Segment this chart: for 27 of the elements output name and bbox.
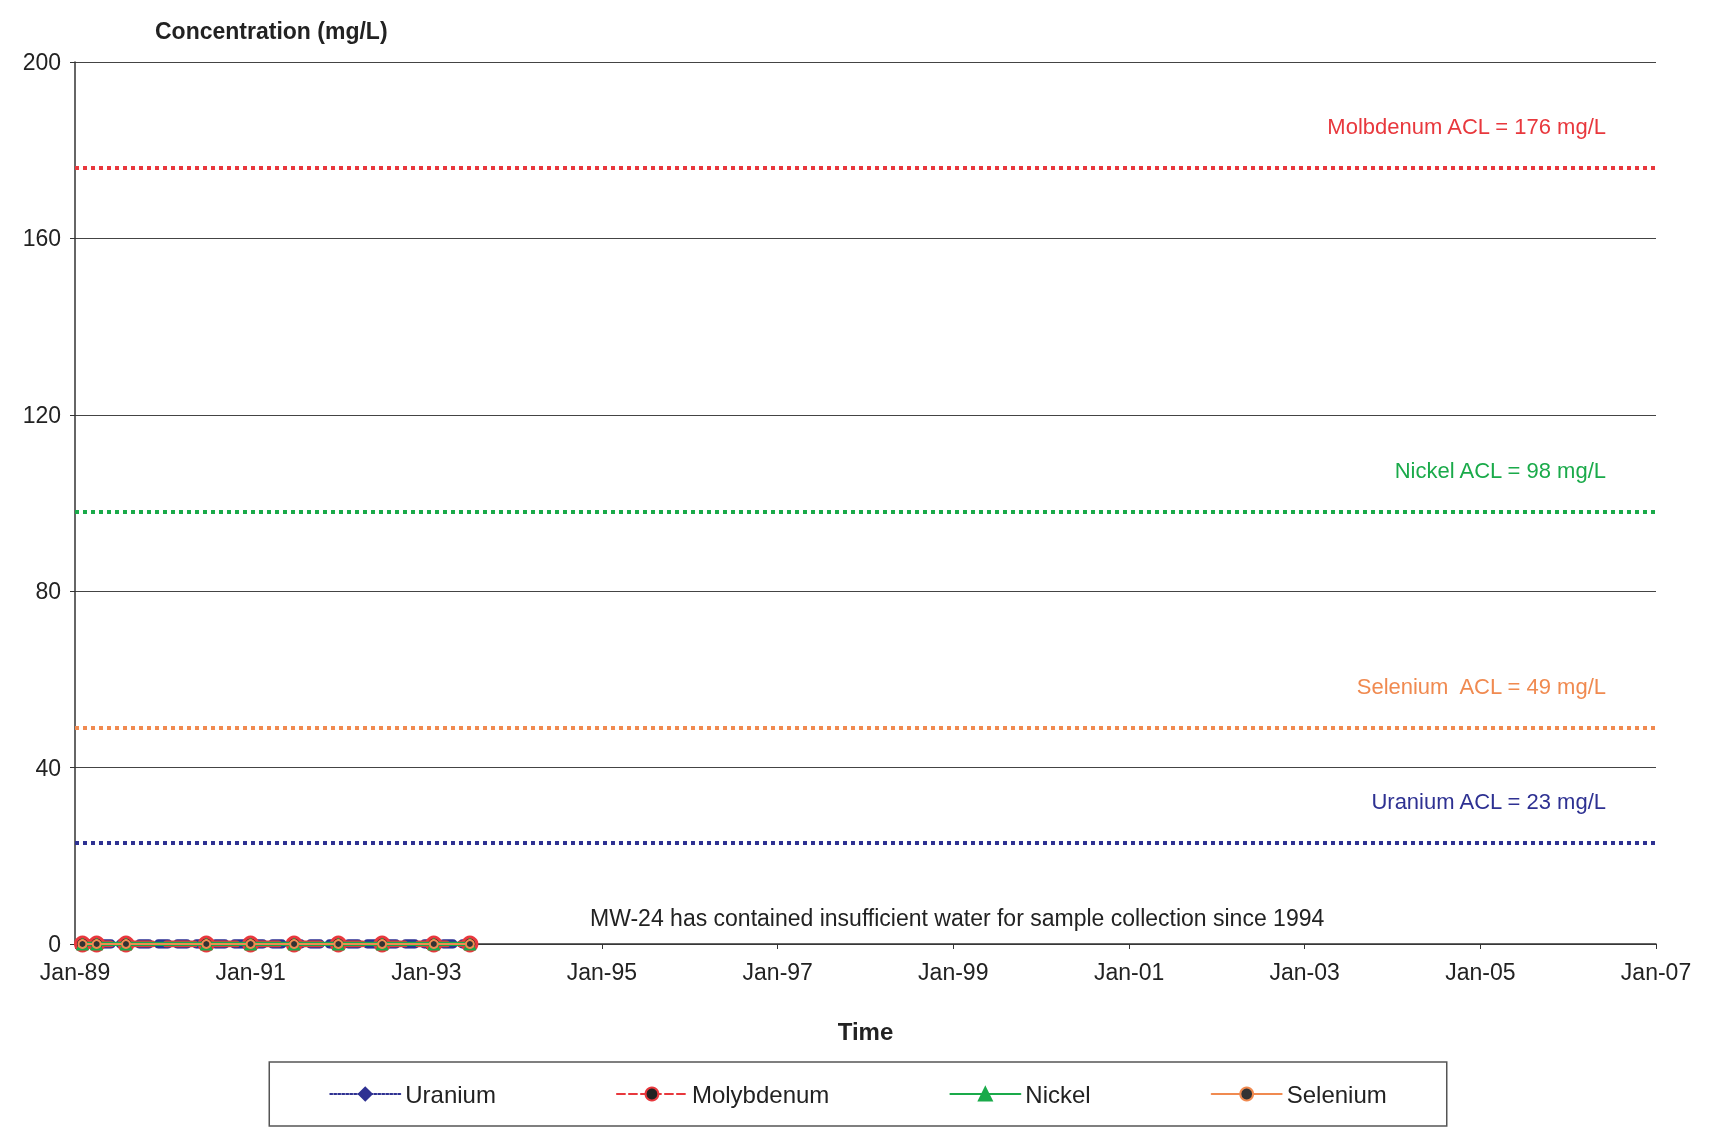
legend-label: Selenium [1286,1080,1387,1108]
x-tick-label: Jan-97 [742,958,813,985]
y-axis-title: Concentration (mg/L) [155,17,388,44]
y-tick-label: 160 [22,225,61,252]
x-tick-label: Jan-03 [1269,958,1340,985]
x-tick-label: Jan-91 [215,958,286,985]
x-tick-label: Jan-93 [391,958,462,985]
y-tick-label: 0 [48,931,61,957]
x-tick-label: Jan-95 [566,958,638,985]
annotation: MW-24 has contained insufficient water for sample collection since 1994 [590,904,1325,931]
x-tick-label: Jan-89 [39,958,111,985]
y-tick-label: 80 [35,578,61,605]
legend-label: Nickel [1025,1080,1091,1108]
ref-line-label: Selenium ACL = 49 mg/L [1356,674,1606,700]
ref-line-label: Nickel ACL = 98 mg/L [1394,458,1606,484]
y-tick-label: 120 [22,401,61,428]
x-tick-label: Jan-07 [1620,958,1692,985]
x-axis-title: Time [837,1017,894,1045]
y-tick-label: 200 [22,49,61,75]
x-tick-label: Jan-05 [1445,958,1516,985]
x-tick-label: Jan-99 [918,958,989,985]
legend-label: Molybdenum [691,1080,830,1108]
x-tick-label: Jan-01 [1093,958,1165,985]
ref-line-label: Molbdenum ACL = 176 mg/L [1327,114,1606,140]
y-tick-label: 40 [35,754,61,781]
ref-line-label: Uranium ACL = 23 mg/L [1371,789,1606,815]
legend-label: Uranium [405,1080,496,1108]
